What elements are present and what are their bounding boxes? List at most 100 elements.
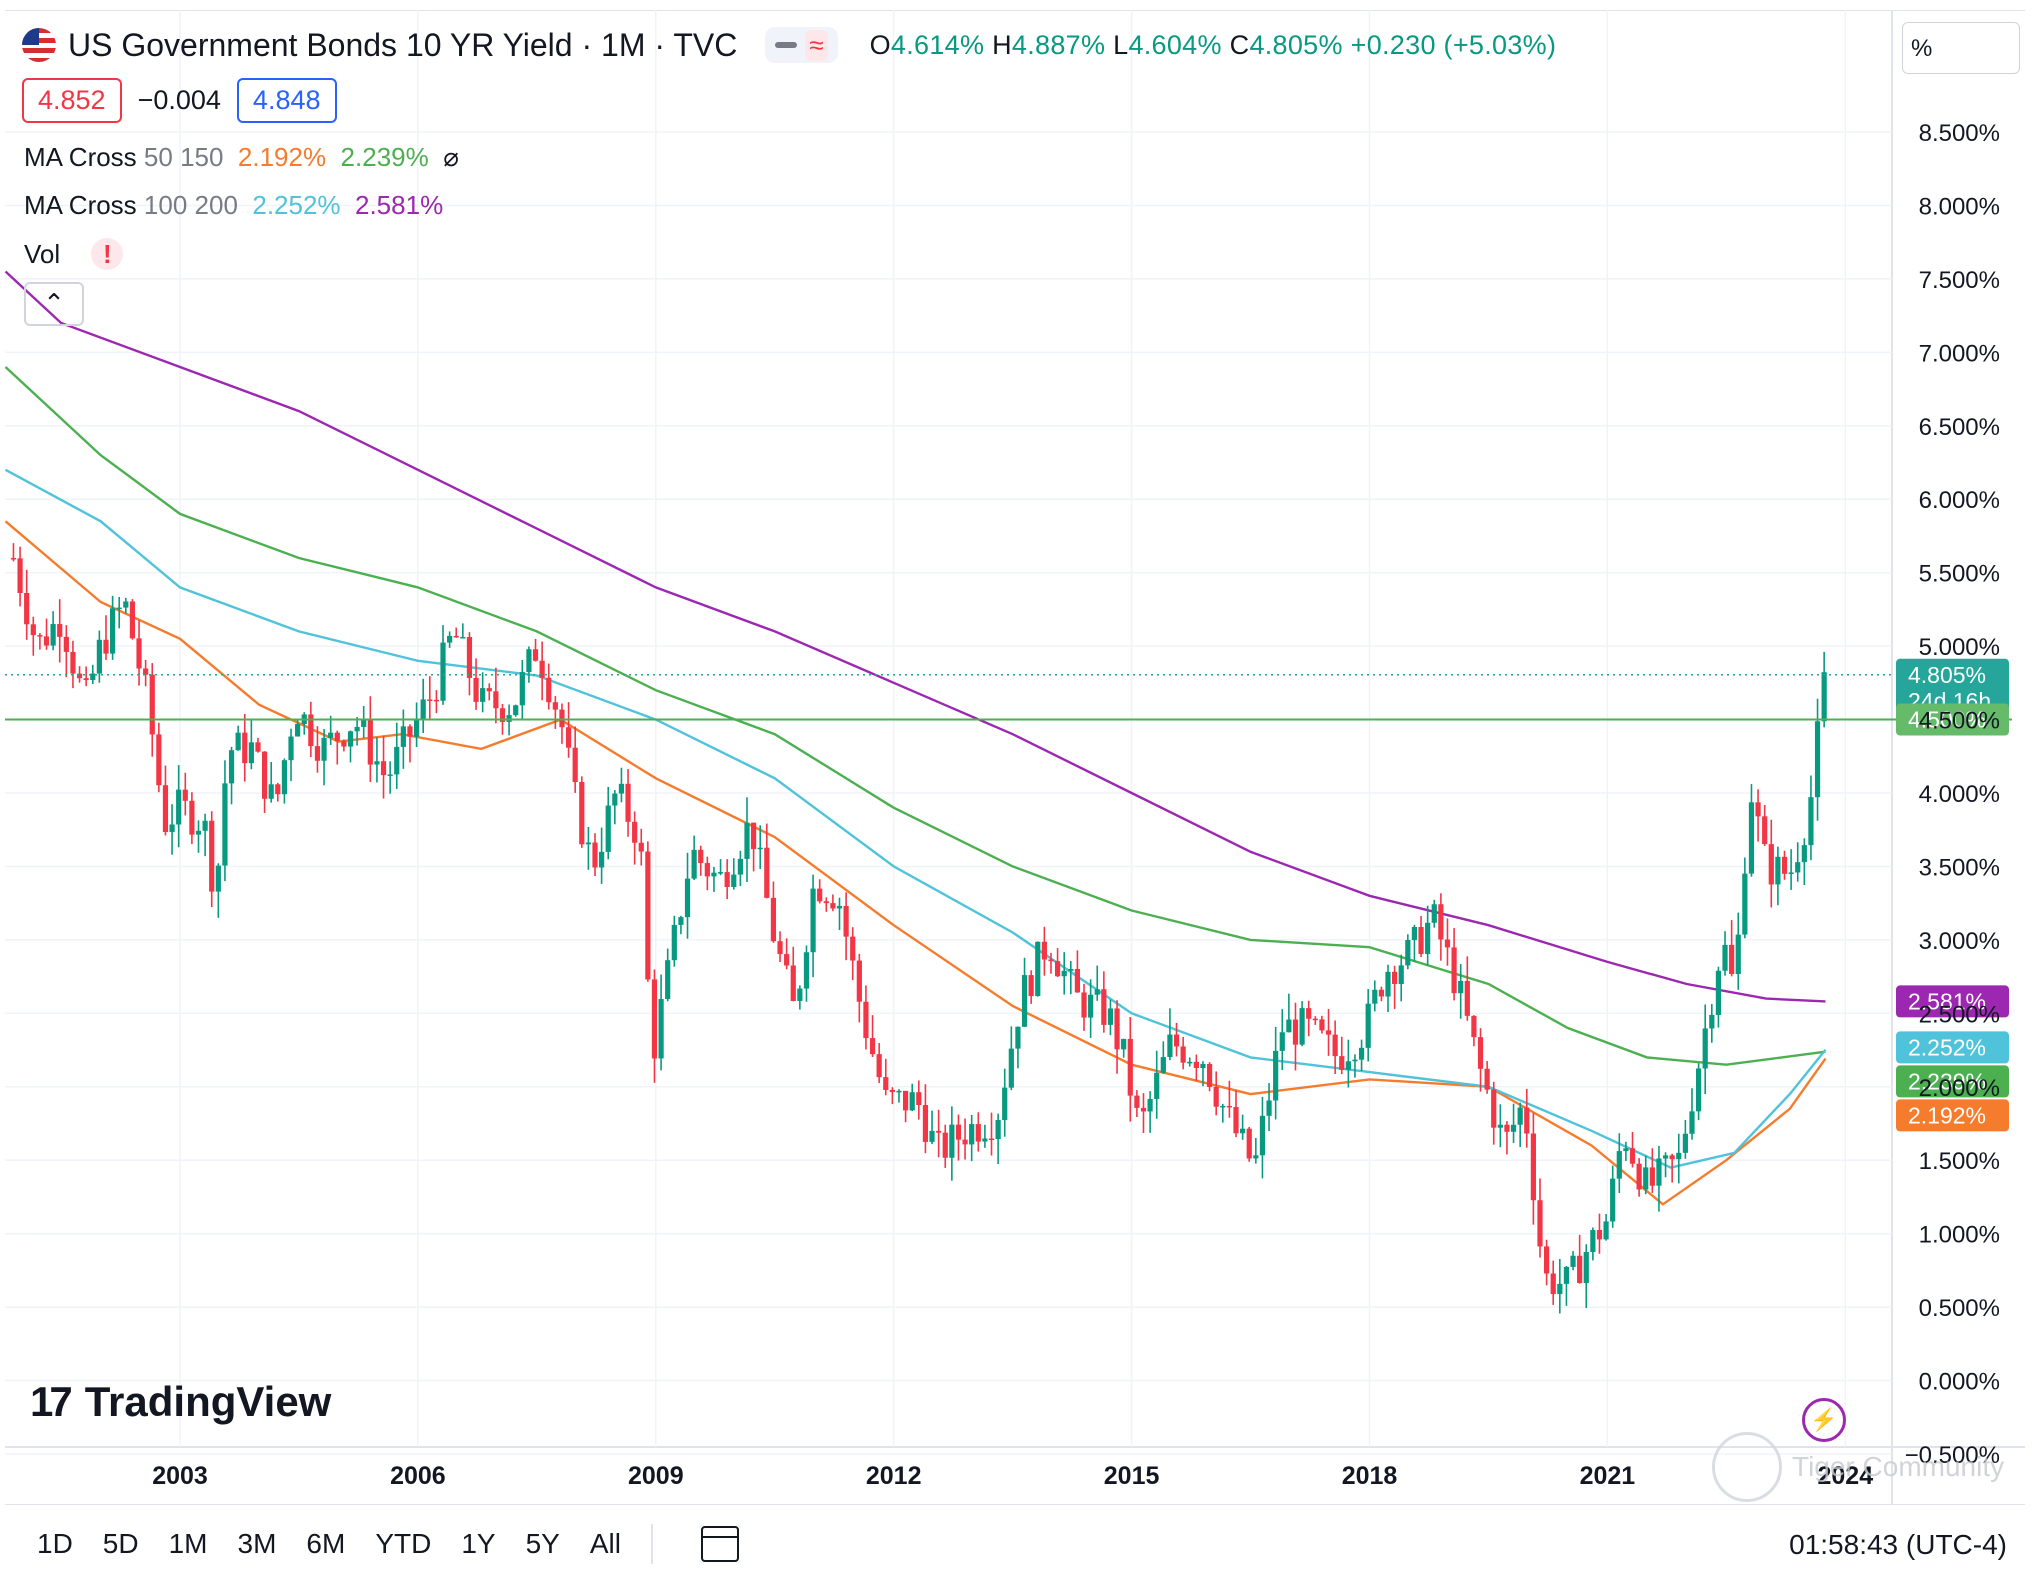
candle-body	[777, 941, 783, 955]
candle-body	[1464, 980, 1470, 1016]
candle-body	[473, 677, 479, 702]
candle-body	[109, 608, 116, 654]
candle-body	[1676, 1152, 1682, 1160]
chart-style-toggle[interactable]: ≈	[765, 27, 838, 63]
candle-body	[1365, 1003, 1371, 1048]
candle-body	[962, 1139, 968, 1145]
candle-body	[387, 774, 393, 776]
candle-body	[308, 714, 314, 747]
candle-body	[70, 651, 76, 674]
sell-price-button[interactable]: 4.852	[22, 78, 122, 123]
timeframe-all[interactable]: All	[589, 1528, 621, 1559]
candle-body	[57, 624, 63, 637]
ohlc-readout: O4.614% H4.887% L4.604% C4.805% +0.230 (…	[869, 29, 1557, 60]
timeframe-5d[interactable]: 5D	[102, 1528, 139, 1559]
candle-body	[711, 872, 717, 877]
candle-body	[936, 1130, 942, 1133]
candle-body	[731, 874, 737, 888]
timeframe-5y[interactable]: 5Y	[525, 1528, 560, 1559]
buy-price-button[interactable]: 4.848	[236, 78, 337, 123]
candle-body	[1755, 802, 1761, 817]
timeframe-1d[interactable]: 1D	[37, 1528, 73, 1559]
candle-body	[988, 1138, 995, 1141]
candle-body	[1306, 1008, 1312, 1019]
y-tick-label: 2.000%	[1919, 1075, 2000, 1102]
candle-body	[1715, 970, 1722, 1015]
price-label-bg	[1896, 1031, 2009, 1064]
candle-body	[1544, 1246, 1550, 1274]
candle-body	[592, 842, 598, 868]
candle-body	[1121, 1038, 1127, 1050]
candle-body	[1114, 1008, 1120, 1050]
candle-body	[1695, 1068, 1702, 1112]
candle-body	[1768, 844, 1774, 885]
candle-body	[1312, 1018, 1318, 1021]
candle-body	[1411, 926, 1418, 941]
candle-body	[116, 607, 122, 610]
divider	[650, 1524, 653, 1564]
candle-body	[1491, 1089, 1497, 1128]
candle-body	[638, 842, 644, 852]
candle-body	[1398, 965, 1404, 984]
candle-body	[995, 1119, 1001, 1140]
candle-body	[169, 824, 175, 832]
candle-body	[103, 639, 109, 654]
indicator-vol[interactable]: Vol !	[24, 238, 124, 270]
price-label-bg	[1896, 658, 2009, 715]
x-tick-label: 2003	[152, 1462, 208, 1490]
symbol-title[interactable]: US Government Bonds 10 YR Yield · 1M · T…	[68, 26, 738, 63]
candle-body	[869, 1038, 876, 1055]
timeframe-ytd[interactable]: YTD	[375, 1528, 432, 1559]
candle-body	[427, 699, 433, 701]
candle-body	[43, 636, 50, 646]
candle-body	[1233, 1107, 1239, 1134]
candle-body	[129, 601, 136, 639]
candle-body	[532, 649, 539, 661]
candle-body	[347, 731, 354, 747]
candle-body	[757, 847, 763, 850]
candle-body	[242, 732, 248, 764]
candle-body	[751, 822, 757, 850]
price-label-bg	[1896, 1099, 2009, 1132]
candle-body	[506, 715, 512, 722]
wave-icon: ≈	[805, 29, 828, 61]
candle-body	[625, 783, 631, 822]
candle-body	[261, 751, 268, 799]
warning-icon: !	[91, 238, 124, 270]
bolt-icon[interactable]: ⚡	[1802, 1398, 1846, 1442]
x-tick-label: 2015	[1104, 1462, 1160, 1490]
collapse-legend-button[interactable]: ⌃	[24, 282, 84, 326]
candle-body	[969, 1124, 975, 1145]
candle-body	[612, 793, 618, 806]
candle-body	[1088, 994, 1094, 1018]
y-tick-label: 6.000%	[1919, 487, 2000, 514]
candle-body	[1444, 939, 1451, 948]
y-tick-label: 5.000%	[1919, 634, 2000, 661]
candle-body	[215, 865, 221, 892]
candle-body	[1477, 1037, 1484, 1069]
candle-body	[460, 637, 466, 639]
price-scale-mode[interactable]: %	[1902, 22, 2020, 74]
timeframe-1y[interactable]: 1Y	[461, 1528, 496, 1559]
candle-body	[565, 727, 572, 748]
candle-body	[295, 724, 301, 737]
calendar-icon[interactable]	[700, 1526, 739, 1562]
y-tick-label: 1.000%	[1919, 1222, 2000, 1249]
timeframe-1m[interactable]: 1M	[168, 1528, 208, 1559]
candle-body	[856, 960, 862, 1002]
candle-body	[658, 998, 664, 1059]
timeframe-3m[interactable]: 3M	[237, 1528, 277, 1559]
candle-body	[1167, 1034, 1173, 1058]
candle-body	[275, 784, 281, 795]
indicator-ma-cross-100-200[interactable]: MA Cross 100 200 2.252% 2.581%	[24, 190, 444, 220]
timeframe-6m[interactable]: 6M	[306, 1528, 346, 1559]
candle-body	[314, 746, 321, 761]
candle-body	[1385, 971, 1391, 997]
candle-body	[698, 849, 704, 864]
candle-body	[929, 1130, 935, 1142]
indicator-ma-cross-50-150[interactable]: MA Cross 50 150 2.192% 2.239% ⌀	[24, 142, 459, 172]
candle-body	[235, 732, 241, 751]
candle-body	[493, 691, 499, 709]
candle-body	[420, 699, 426, 720]
